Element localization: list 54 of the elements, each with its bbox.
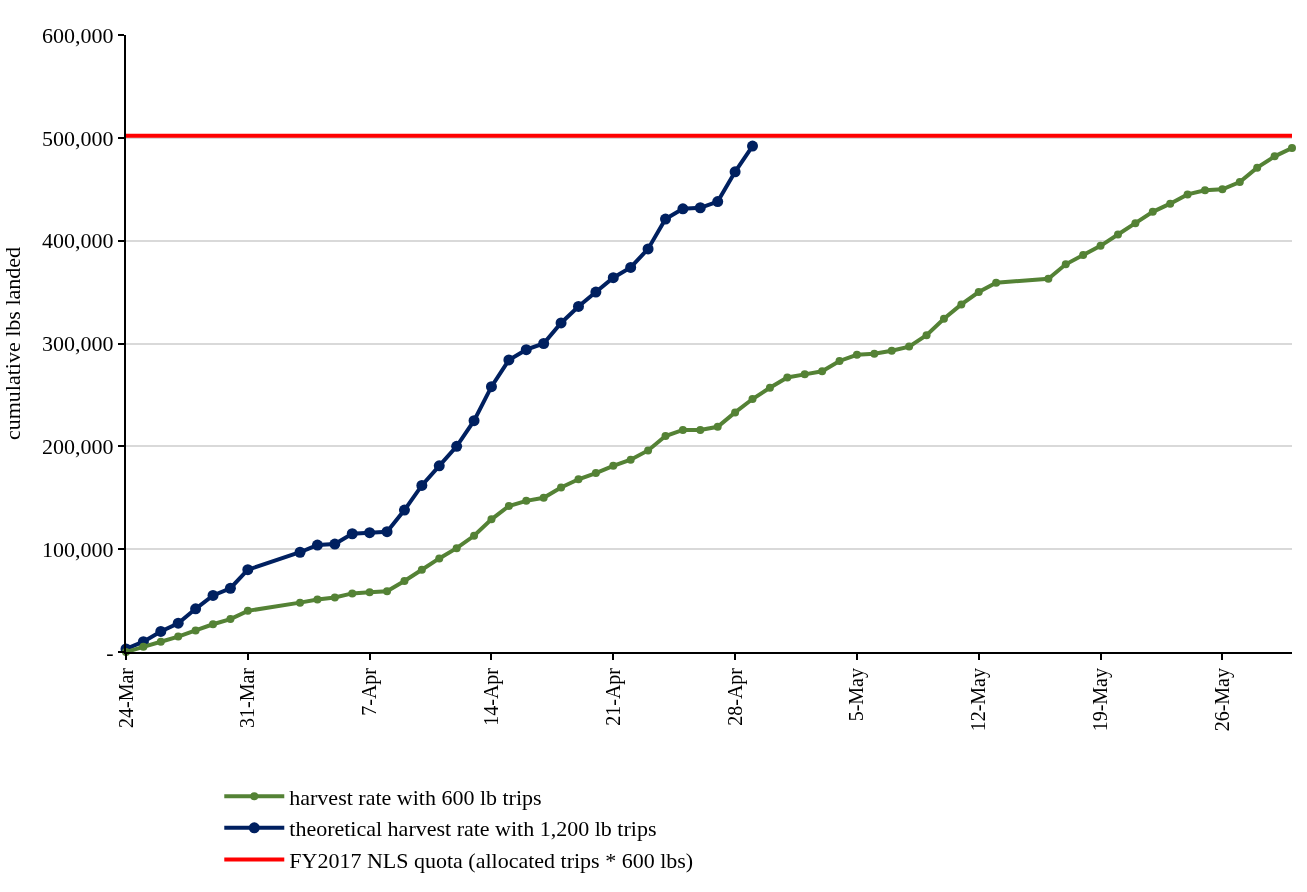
- y-tick-label: 400,000: [42, 228, 114, 254]
- point: [642, 243, 654, 255]
- x-tick-label: 5-May: [845, 668, 869, 722]
- x-tick-label: 26-May: [1210, 668, 1234, 732]
- x-tick-label: 12-May: [967, 668, 991, 732]
- point: [747, 140, 759, 152]
- point: [694, 202, 706, 214]
- point: [294, 546, 306, 558]
- point: [224, 582, 236, 594]
- point: [572, 300, 584, 312]
- point: [329, 538, 341, 550]
- point: [207, 589, 219, 601]
- point: [659, 213, 671, 225]
- point: [433, 460, 445, 472]
- point: [172, 617, 184, 629]
- x-tick-label: 7-Apr: [358, 667, 382, 716]
- point: [364, 527, 376, 539]
- x-tick-label: 28-Apr: [723, 667, 747, 726]
- point: [607, 272, 619, 284]
- legend-label: FY2017 NLS quota (allocated trips * 600 lbs): [289, 847, 694, 873]
- point: [485, 381, 497, 393]
- point: [398, 504, 410, 516]
- y-tick-label: 600,000: [42, 22, 114, 48]
- point: [677, 203, 689, 215]
- y-tick-label: 200,000: [42, 434, 114, 460]
- point: [625, 261, 637, 273]
- point: [155, 625, 167, 637]
- x-tick-label: 24-Mar: [114, 667, 137, 728]
- x-tick-label: 14-Apr: [479, 667, 503, 726]
- point: [555, 317, 567, 329]
- point: [311, 539, 323, 551]
- point: [416, 479, 428, 491]
- point: [190, 603, 202, 615]
- y-tick-label: 300,000: [42, 331, 114, 357]
- point: [242, 564, 254, 576]
- x-tick-label: 21-Apr: [601, 667, 625, 726]
- x-tick-label: 19-May: [1089, 668, 1113, 732]
- point: [503, 354, 515, 366]
- legend-label: theoretical harvest rate with 1,200 lb trips: [289, 816, 657, 842]
- y-tick-label: -: [106, 639, 114, 665]
- point: [590, 286, 602, 298]
- legend-label: harvest rate with 600 lb trips: [289, 784, 542, 810]
- point: [451, 440, 463, 452]
- point: [538, 338, 550, 349]
- point: [712, 196, 724, 208]
- point: [468, 415, 480, 427]
- point: [729, 166, 741, 178]
- y-tick-label: 100,000: [42, 536, 114, 562]
- point: [346, 528, 358, 540]
- x-tick-label: 31-Mar: [236, 667, 259, 728]
- y-tick-label: 500,000: [42, 125, 114, 151]
- point: [520, 344, 532, 356]
- y-axis-title: cumulative lbs landed: [0, 246, 26, 441]
- point: [381, 526, 393, 538]
